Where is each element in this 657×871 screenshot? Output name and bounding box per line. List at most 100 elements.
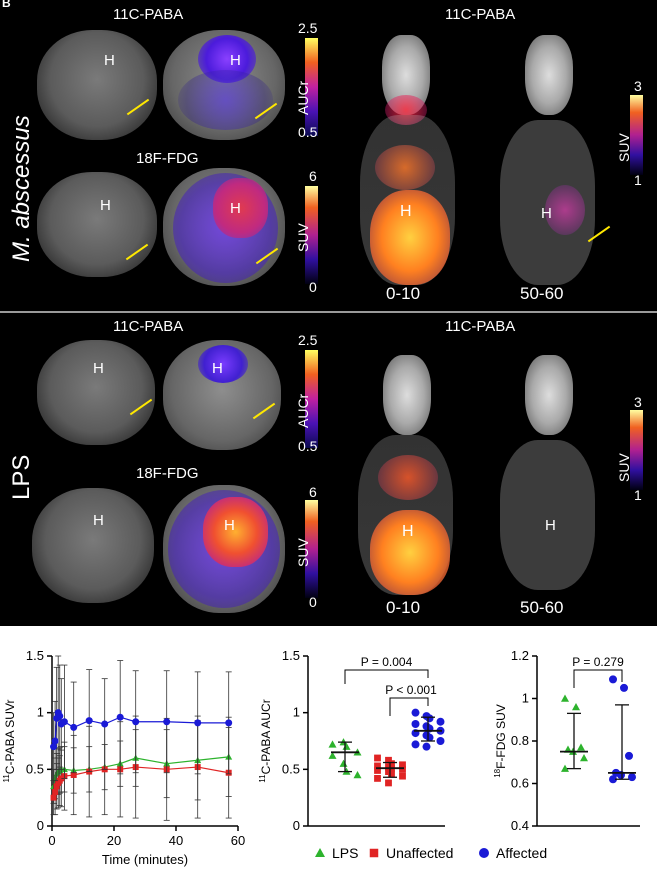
suv-colorbar-max: 6 (309, 484, 317, 500)
heart-marker: H (402, 523, 414, 540)
y-axis-title: 11C-PABA SUVr (2, 700, 17, 783)
auc-scatter-chart: 0 0.5 1 1.5 11C-PABA AUCr P = 0.004 P < 0.001 (258, 648, 445, 833)
y-tick-label: 1 (522, 691, 529, 706)
heart-marker: H (100, 197, 111, 214)
y-tick-label: 1 (293, 705, 300, 720)
x-tick-label: 20 (107, 833, 121, 848)
mip-image-late-top (485, 35, 610, 285)
data-point-circle (60, 718, 68, 726)
series-lps (50, 716, 233, 804)
data-point-circle (411, 740, 420, 749)
tracer-label-paba-top: 11C-PABA (113, 6, 184, 23)
section-divider (0, 311, 657, 313)
data-point-square (374, 762, 381, 770)
mip-image-late-bottom (485, 355, 610, 595)
data-point-circle (85, 717, 93, 725)
time-label-early-top: 0-10 (386, 284, 421, 303)
row-label-top: M. abscessus (8, 115, 35, 262)
imaging-panel: B M. abscessus LPS 11C-PABA H H 2.5 0.5 … (0, 0, 657, 626)
group-affected (608, 675, 636, 784)
fdg-scatter-chart: 0.4 0.6 0.8 1 1.2 18F-FDG SUV P = 0.279 (493, 648, 640, 833)
heart-marker: H (93, 360, 104, 377)
legend-item: Affected (479, 845, 547, 861)
suv-colorbar-name: SUV (295, 538, 311, 567)
y-tick-label: 1.5 (26, 648, 44, 663)
y-tick-label: 0.5 (282, 761, 300, 776)
data-point-triangle (572, 703, 580, 711)
charts-area: 0 0.5 1 1.5 0 20 40 60 Time (minutes) 11C-PABA SU… (2, 648, 640, 867)
suv-colorbar-min: 0 (309, 594, 317, 610)
y-axis-title: 18F-FDG SUV (493, 704, 508, 778)
time-label-early-bottom: 0-10 (386, 598, 421, 617)
data-point-circle (422, 742, 431, 751)
heart-marker: H (212, 360, 223, 377)
data-point-circle (116, 713, 124, 721)
y-tick-label: 1 (37, 705, 44, 720)
data-point-square (385, 779, 392, 787)
group-lps (560, 694, 588, 772)
data-point-circle (425, 714, 434, 723)
mip-colorbar-min: 1 (634, 487, 642, 503)
series-line (52, 766, 229, 798)
mip-title-top: 11C-PABA (445, 6, 516, 23)
x-axis-title: Time (minutes) (102, 852, 188, 867)
p-value-label: P < 0.001 (385, 683, 437, 697)
data-point-circle (56, 712, 64, 720)
pet-slice-paba-top (163, 30, 285, 140)
mip-colorbar-min: 1 (634, 172, 642, 188)
data-point-circle (132, 718, 140, 726)
data-point-square (399, 772, 406, 780)
data-point-square (374, 754, 381, 762)
heart-marker: H (230, 200, 241, 217)
suv-colorbar-max: 6 (309, 168, 317, 184)
heart-marker: H (545, 517, 556, 534)
data-point-circle (51, 737, 59, 745)
ct-slice-fdg-bottom (32, 488, 154, 603)
data-point-triangle (328, 751, 337, 759)
significance-bracket (573, 669, 623, 688)
data-point-circle (609, 775, 617, 784)
mip-image-early-top (340, 35, 470, 285)
time-label-late-top: 50-60 (520, 284, 564, 303)
legend-item: Unaffected (369, 845, 453, 861)
mip-colorbar-name: SUV (616, 133, 632, 162)
data-point-triangle (580, 754, 588, 762)
mip-colorbar-name: SUV (616, 453, 632, 482)
data-point-circle (628, 773, 636, 782)
data-point-circle (625, 751, 633, 760)
data-point-circle (101, 720, 109, 728)
suv-colorbar-top (305, 186, 318, 284)
auc-colorbar-min: 0.5 (298, 124, 318, 140)
data-point-circle (411, 708, 420, 717)
significance-bracket (389, 697, 429, 716)
x-tick-label: 0 (48, 833, 55, 848)
data-point-square (369, 848, 379, 858)
data-point-triangle (339, 759, 348, 767)
data-point-square (399, 761, 406, 769)
series-line (52, 710, 229, 747)
data-point-square (388, 770, 395, 778)
data-point-triangle (328, 740, 337, 748)
y-tick-label: 1.5 (282, 648, 300, 663)
y-tick-label: 0.8 (511, 733, 529, 748)
series-line (52, 756, 229, 787)
heart-marker: H (230, 52, 241, 69)
data-point-circle (194, 719, 202, 727)
y-tick-label: 0.6 (511, 776, 529, 791)
mip-colorbar-bottom (630, 410, 643, 490)
data-point-square (374, 775, 381, 782)
data-point-circle (50, 743, 58, 751)
suv-colorbar-min: 0 (309, 279, 317, 295)
auc-colorbar-bottom (305, 350, 318, 448)
auc-colorbar-max: 2.5 (298, 332, 318, 348)
data-point-triangle (561, 694, 569, 702)
data-point-circle (163, 718, 171, 726)
data-point-triangle (353, 771, 362, 779)
y-tick-label: 1.2 (511, 648, 529, 663)
data-point-circle (225, 719, 233, 727)
legend-item: LPS (315, 845, 358, 861)
data-point-circle (620, 683, 628, 692)
p-value-label: P = 0.279 (572, 655, 624, 669)
auc-colorbar-name: AUCr (295, 393, 311, 428)
tracer-label-fdg-bottom: 18F-FDG (136, 465, 199, 482)
